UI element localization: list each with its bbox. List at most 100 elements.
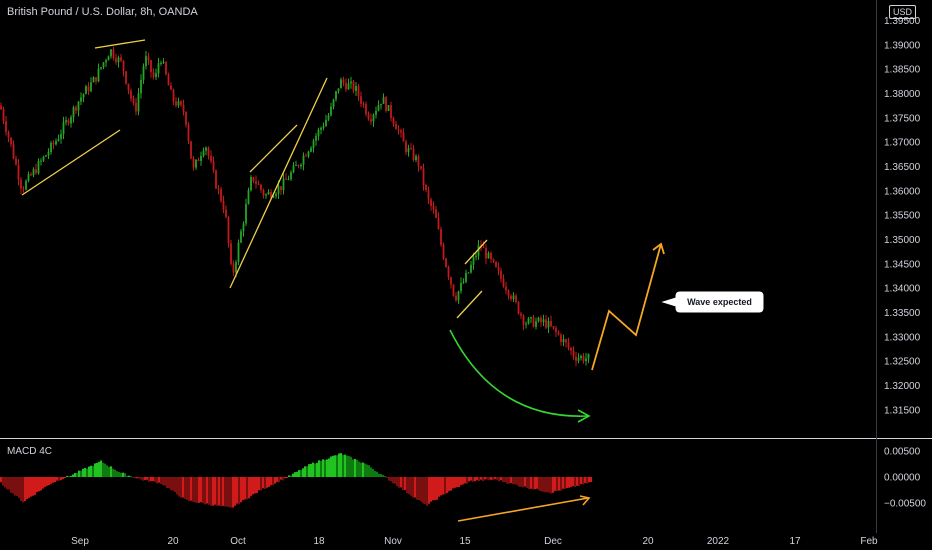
macd-bar bbox=[266, 477, 269, 488]
candle-body bbox=[322, 126, 325, 128]
macd-bar bbox=[528, 477, 531, 490]
macd-bar bbox=[230, 477, 233, 508]
candle-body bbox=[215, 170, 217, 189]
macd-bar bbox=[512, 477, 515, 484]
macd-bar bbox=[142, 477, 145, 481]
macd-bar bbox=[156, 477, 159, 484]
macd-bar bbox=[144, 477, 147, 481]
macd-bar bbox=[246, 477, 249, 500]
macd-bar bbox=[372, 469, 375, 477]
macd-title: MACD 4C bbox=[7, 446, 53, 457]
candle-body bbox=[315, 136, 317, 141]
candle-body bbox=[512, 295, 515, 300]
candle-body bbox=[332, 99, 335, 107]
candle-body bbox=[297, 165, 300, 167]
macd-bar bbox=[366, 464, 369, 477]
candle-body bbox=[2, 109, 5, 122]
macd-bar bbox=[98, 461, 101, 477]
macd-bar bbox=[374, 471, 377, 477]
macd-bar bbox=[338, 453, 341, 477]
candle-body bbox=[230, 243, 232, 264]
macd-bar bbox=[326, 459, 329, 477]
macd-bar bbox=[86, 468, 89, 477]
time-tick-label: Nov bbox=[384, 536, 402, 547]
macd-bar bbox=[166, 477, 169, 489]
macd-bar bbox=[510, 477, 513, 483]
candle-body bbox=[292, 165, 295, 173]
macd-bar bbox=[22, 477, 25, 503]
time-tick-label: Oct bbox=[230, 536, 246, 547]
macd-bar bbox=[148, 477, 151, 482]
trend-line bbox=[21, 129, 121, 196]
macd-bar bbox=[406, 477, 409, 494]
macd-bar bbox=[258, 477, 261, 491]
candle-body bbox=[535, 321, 537, 327]
macd-bar bbox=[74, 473, 77, 477]
candle-body bbox=[532, 317, 535, 327]
macd-bar bbox=[42, 477, 45, 489]
macd-bar bbox=[452, 477, 455, 489]
candle-body bbox=[580, 355, 582, 358]
macd-bar bbox=[390, 477, 393, 482]
candle-body bbox=[407, 148, 410, 153]
price-axis[interactable]: 1.39500 1.39000 1.38500 1.38000 1.37500 1.370… bbox=[884, 16, 921, 416]
macd-bar bbox=[442, 477, 445, 495]
macd-bar bbox=[546, 477, 549, 493]
macd-bar bbox=[44, 477, 47, 487]
candle-body bbox=[562, 339, 565, 342]
candle-body bbox=[17, 164, 20, 180]
candle-body bbox=[492, 259, 495, 262]
candle-body bbox=[47, 152, 50, 156]
macd-bar bbox=[228, 477, 231, 508]
trend-line bbox=[456, 290, 483, 319]
time-axis[interactable]: Sep 20 Oct 18 Nov 15 Dec 20 2022 17 Feb bbox=[71, 536, 878, 547]
macd-bar bbox=[478, 477, 481, 482]
macd-bar bbox=[40, 477, 43, 491]
wave-arrow-head bbox=[652, 242, 665, 255]
currency-badge[interactable]: USD bbox=[889, 5, 917, 19]
macd-bar bbox=[350, 456, 353, 477]
macd-bar bbox=[568, 477, 571, 488]
macd-bar bbox=[96, 462, 99, 477]
candle-body bbox=[527, 318, 530, 324]
macd-bar bbox=[126, 475, 129, 477]
macd-bar bbox=[294, 472, 297, 477]
macd-bar bbox=[352, 459, 355, 477]
macd-bar bbox=[100, 460, 103, 477]
macd-bar bbox=[582, 477, 585, 485]
macd-bar bbox=[36, 477, 39, 493]
macd-bar bbox=[68, 476, 71, 478]
macd-bar bbox=[162, 477, 165, 486]
candle-body bbox=[550, 321, 552, 327]
macd-bar bbox=[536, 477, 539, 489]
candle-body bbox=[135, 102, 137, 112]
candle-body bbox=[105, 60, 107, 63]
candle-body bbox=[375, 110, 377, 115]
macd-bar bbox=[524, 477, 527, 487]
candle-body bbox=[262, 190, 265, 196]
candle-body bbox=[182, 104, 185, 113]
macd-bar bbox=[58, 477, 61, 481]
candle-body bbox=[552, 326, 555, 328]
candle-body bbox=[222, 200, 225, 210]
chart-annotations: Wave expected bbox=[21, 39, 764, 522]
macd-bar bbox=[484, 477, 487, 480]
candle-body bbox=[455, 295, 457, 301]
macd-bar bbox=[554, 477, 557, 491]
candle-body bbox=[255, 181, 257, 184]
candle-body bbox=[520, 313, 522, 316]
candle-body bbox=[195, 159, 197, 168]
macd-bar bbox=[218, 477, 221, 506]
macd-bar bbox=[540, 477, 543, 492]
macd-axis[interactable]: 0.00500 0.00000 −0.00500 bbox=[884, 447, 926, 510]
price-tick-label: 1.36000 bbox=[884, 186, 921, 197]
candle-body bbox=[0, 105, 2, 110]
macd-bar bbox=[232, 477, 235, 508]
candle-body bbox=[327, 115, 330, 120]
macd-bar bbox=[344, 454, 347, 477]
callout-text: Wave expected bbox=[687, 297, 752, 307]
macd-bar bbox=[466, 477, 469, 484]
candle-body bbox=[100, 67, 102, 69]
candle-body bbox=[140, 79, 142, 94]
